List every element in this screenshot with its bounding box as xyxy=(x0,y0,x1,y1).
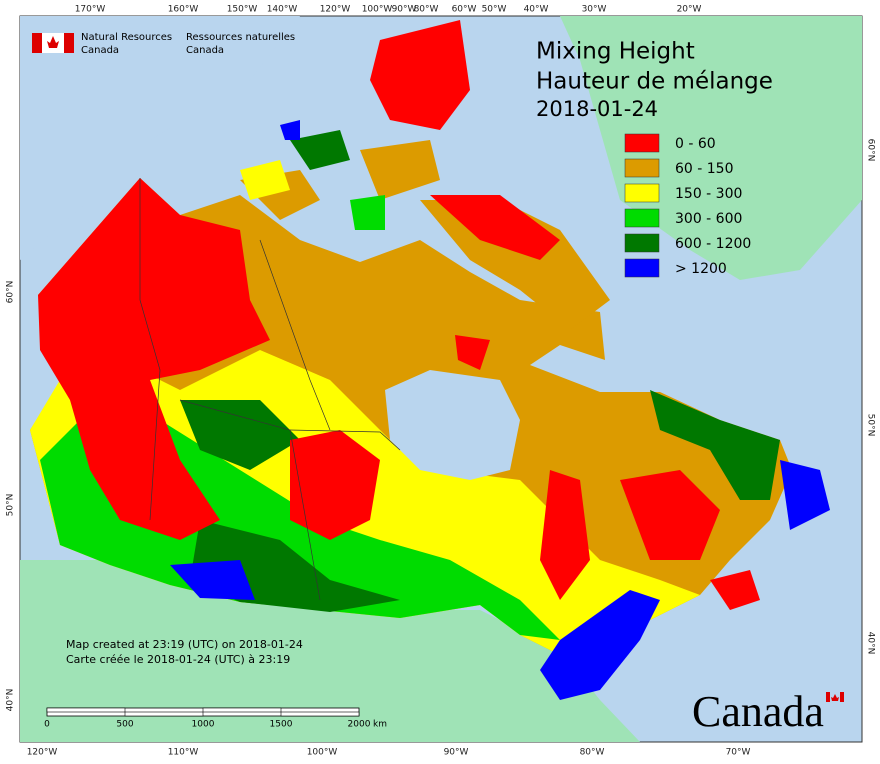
graticule-right: 60°N 50°N 40°N xyxy=(866,139,876,655)
graticule-label: 60°W xyxy=(452,5,477,15)
agency-fr: Ressources naturelles xyxy=(186,32,295,43)
credit-en: Map created at 23:19 (UTC) on 2018-01-24 xyxy=(66,638,303,651)
zone xyxy=(620,470,720,560)
graticule-label: 120°W xyxy=(320,5,351,15)
scale-bar-label: 500 xyxy=(116,720,133,730)
legend-label: > 1200 xyxy=(675,261,727,277)
zone xyxy=(38,178,270,540)
legend-swatch xyxy=(624,133,660,153)
scale-bar-label: 1500 xyxy=(270,720,293,730)
legend-label: 0 - 60 xyxy=(675,136,716,152)
zone xyxy=(180,400,300,470)
scale-bar-segment xyxy=(46,707,126,713)
scale-bar: 0 500 1000 1500 2000 km xyxy=(44,707,387,730)
graticule-label: 80°W xyxy=(580,748,605,758)
legend-swatch xyxy=(624,208,660,228)
flag-bar xyxy=(32,33,42,53)
zone xyxy=(290,130,350,170)
legend-swatch xyxy=(624,233,660,253)
graticule-label: 30°W xyxy=(582,5,607,15)
graticule-left: 60°N 50°N 40°N xyxy=(6,281,16,712)
legend-label: 150 - 300 xyxy=(675,186,742,202)
legend: 0 - 60 60 - 150 150 - 300 300 - 600 600 - 12… xyxy=(624,133,751,278)
scale-bar-label: 0 xyxy=(44,720,50,730)
scale-bar-label: 2000 xyxy=(348,720,371,730)
graticule-label: 50°N xyxy=(6,494,16,517)
flag-leaf xyxy=(47,36,59,48)
graticule-label: 50°N xyxy=(866,414,876,437)
graticule-label: 70°W xyxy=(726,748,751,758)
zone xyxy=(650,390,780,500)
zone xyxy=(360,140,440,200)
zone xyxy=(170,560,255,600)
agency-fr: Canada xyxy=(186,45,224,56)
graticule-label: 160°W xyxy=(168,5,199,15)
graticule-label: 60°N xyxy=(866,139,876,162)
legend-swatch xyxy=(624,258,660,278)
scale-bar-segment xyxy=(124,711,204,717)
graticule-label: 170°W xyxy=(75,5,106,15)
title-fr: Hauteur de mélange xyxy=(536,69,773,95)
neighbour-land xyxy=(20,16,862,742)
graticule-label: 90°W xyxy=(444,748,469,758)
wordmark-flag xyxy=(826,692,844,702)
agency-en: Canada xyxy=(81,45,119,56)
legend-swatch xyxy=(624,158,660,178)
graticule-label: 50°W xyxy=(482,5,507,15)
mixing-height-zones xyxy=(30,20,830,700)
agency-signature: Natural Resources Canada Ressources natu… xyxy=(32,32,295,56)
graticule-label: 40°N xyxy=(866,632,876,655)
graticule-label: 150°W xyxy=(227,5,258,15)
zone xyxy=(420,200,610,330)
title-en: Mixing Height xyxy=(536,39,695,65)
provincial-borders xyxy=(139,178,401,601)
graticule-top: 170°W 160°W 150°W 140°W 120°W 100°W 90°W… xyxy=(75,5,702,15)
zone xyxy=(240,160,290,200)
legend-swatch xyxy=(624,183,660,203)
zone xyxy=(455,335,490,370)
graticule-bottom: 120°W 110°W 100°W 90°W 80°W 70°W xyxy=(27,748,751,758)
scale-bar-unit: km xyxy=(373,720,387,730)
zone xyxy=(710,570,760,610)
wordmark: Canada xyxy=(692,687,824,736)
flag-bar xyxy=(64,33,74,53)
graticule-label: 60°N xyxy=(6,281,16,304)
graticule-label: 100°W xyxy=(307,748,338,758)
graticule-label: 90°W xyxy=(392,5,417,15)
zone xyxy=(280,120,300,140)
scale-bar-segment xyxy=(280,711,360,717)
scale-bar-label: 1000 xyxy=(192,720,215,730)
graticule-label: 40°N xyxy=(6,689,16,712)
graticule-label: 110°W xyxy=(168,748,199,758)
graticule-label: 80°W xyxy=(414,5,439,15)
zone xyxy=(430,195,560,260)
legend-label: 300 - 600 xyxy=(675,211,742,227)
zone xyxy=(540,590,660,700)
graticule-label: 100°W xyxy=(362,5,393,15)
zone xyxy=(290,430,380,540)
graticule-label: 120°W xyxy=(27,748,58,758)
legend-label: 600 - 1200 xyxy=(675,236,751,252)
scale-bar-segment xyxy=(202,707,282,713)
agency-en: Natural Resources xyxy=(81,32,172,43)
zone xyxy=(780,460,830,530)
zone xyxy=(370,20,470,130)
zone xyxy=(350,195,385,230)
zone xyxy=(540,470,590,600)
graticule-label: 20°W xyxy=(677,5,702,15)
title-date: 2018-01-24 xyxy=(536,97,658,121)
graticule-label: 40°W xyxy=(524,5,549,15)
legend-label: 60 - 150 xyxy=(675,161,734,177)
credit-fr: Carte créée le 2018-01-24 (UTC) à 23:19 xyxy=(66,653,290,666)
graticule-label: 140°W xyxy=(267,5,298,15)
